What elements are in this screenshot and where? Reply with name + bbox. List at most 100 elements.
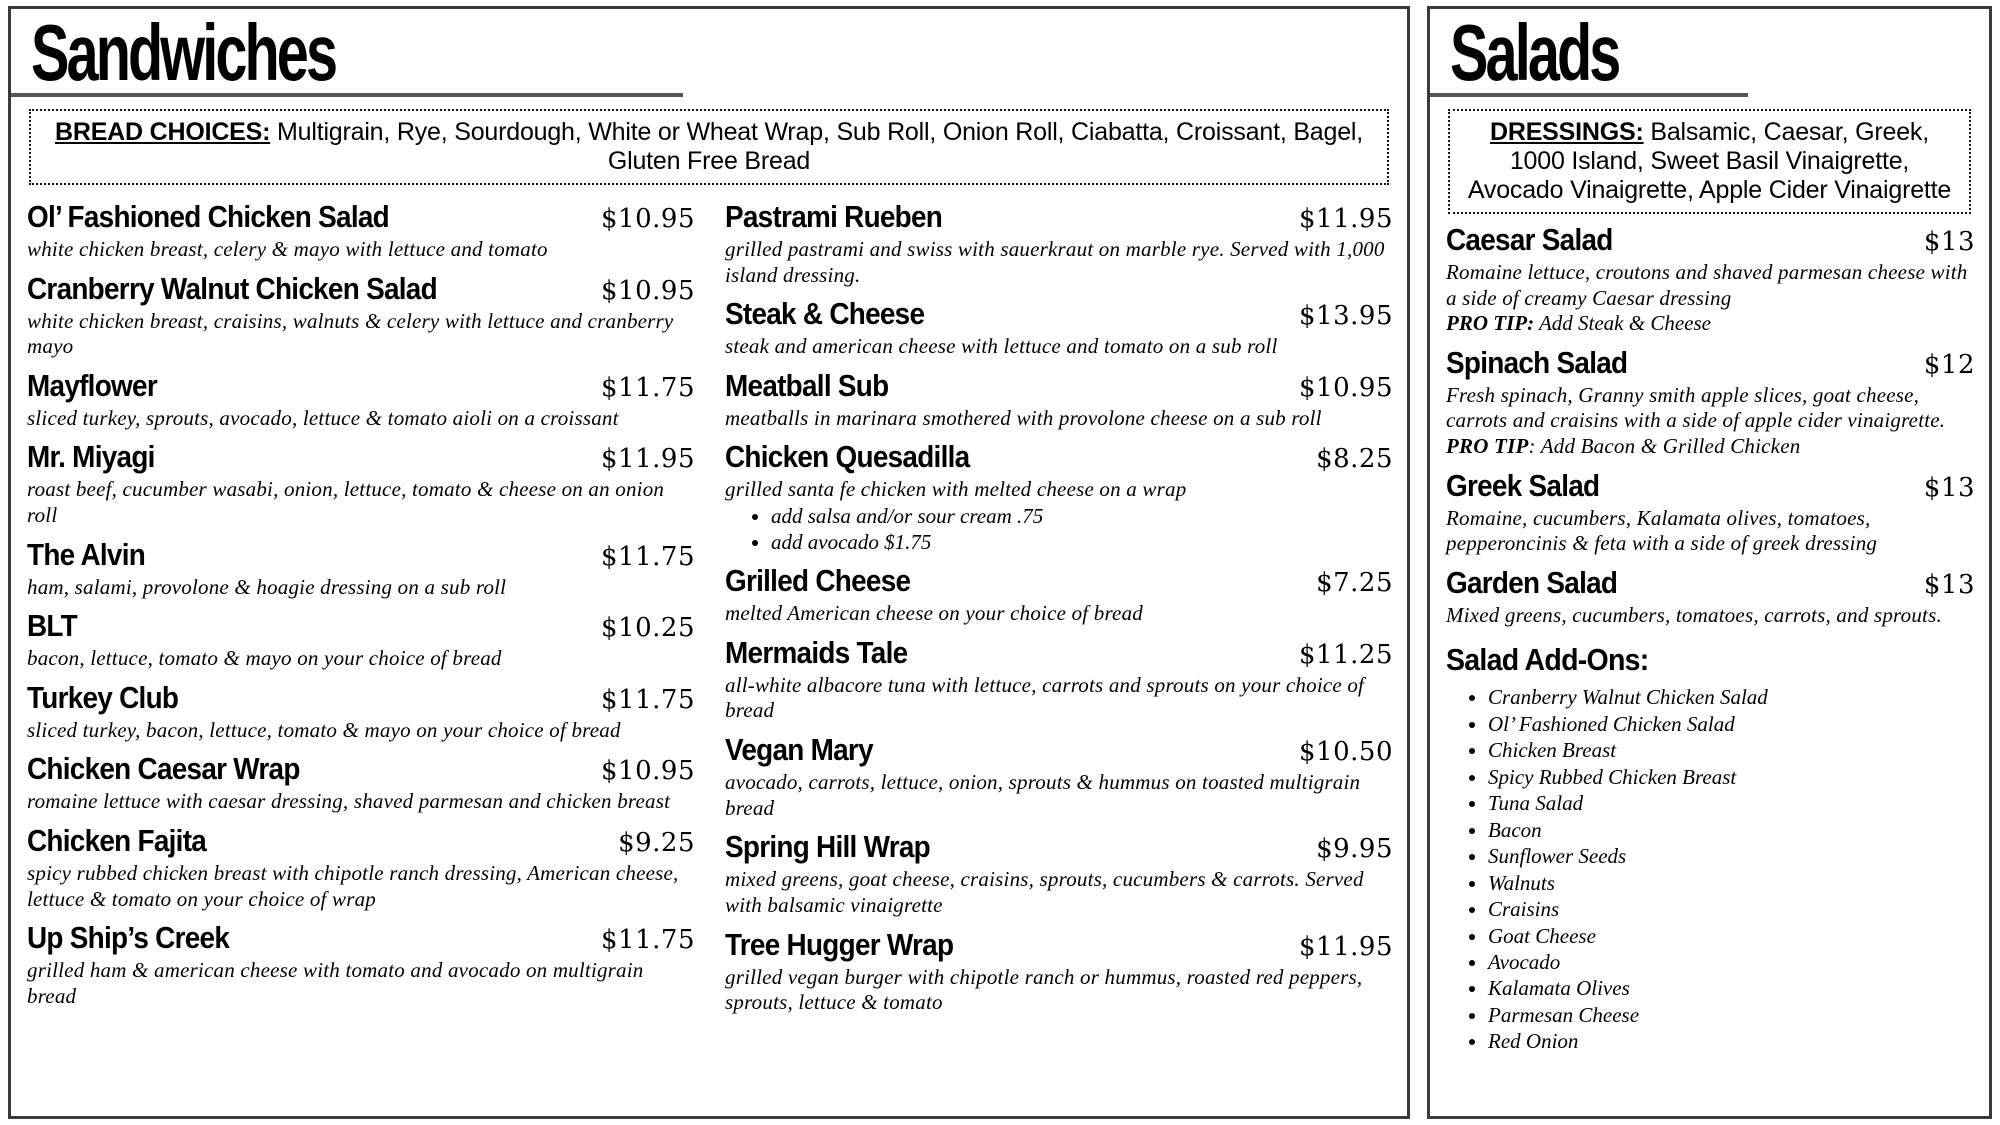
item-name: Meatball Sub bbox=[725, 367, 889, 403]
item-price: $7.25 bbox=[1316, 568, 1393, 599]
item-description: Romaine, cucumbers, Kalamata olives, tom… bbox=[1446, 505, 1878, 556]
item-price: $13 bbox=[1923, 569, 1975, 600]
menu-item: Pastrami Rueben $11.95 grilled pastrami … bbox=[725, 199, 1393, 288]
menu-item: Cranberry Walnut Chicken Salad $10.95 wh… bbox=[27, 270, 695, 360]
item-name: Spinach Salad bbox=[1446, 344, 1628, 380]
item-description: Romaine lettuce, croutons and shaved par… bbox=[1446, 260, 1968, 310]
addon-item: Spicy Rubbed Chicken Breast bbox=[1488, 764, 1975, 790]
salad-item: Greek Salad $13 Romaine, cucumbers, Kala… bbox=[1446, 467, 1975, 557]
extra-item: add avocado $1.75 bbox=[771, 530, 1393, 556]
item-name: Pastrami Rueben bbox=[725, 199, 943, 234]
addons-list: Cranberry Walnut Chicken Salad Ol’ Fashi… bbox=[1472, 684, 1975, 1054]
item-description: roast beef, cucumber wasabi, onion, lett… bbox=[27, 477, 665, 528]
item-name: Mr. Miyagi bbox=[27, 439, 155, 475]
item-price: $9.25 bbox=[618, 828, 695, 859]
panel-sandwiches: Sandwiches BREAD CHOICES: Multigrain, Ry… bbox=[8, 6, 1410, 1119]
item-price: $11.95 bbox=[1299, 931, 1393, 962]
addon-item: Avocado bbox=[1488, 949, 1975, 975]
item-price: $11.75 bbox=[601, 684, 695, 715]
item-price: $10.25 bbox=[601, 613, 695, 644]
bread-choices-text: Multigrain, Rye, Sourdough, White or Whe… bbox=[270, 118, 1364, 175]
menu-item: Meatball Sub $10.95 meatballs in marinar… bbox=[725, 367, 1393, 432]
pro-tip-label: PRO TIP: bbox=[1446, 311, 1535, 336]
addon-item: Parmesan Cheese bbox=[1488, 1002, 1975, 1028]
item-price: $11.25 bbox=[1299, 639, 1393, 670]
item-description: all-white albacore tuna with lettuce, ca… bbox=[725, 672, 1365, 723]
item-name: Vegan Mary bbox=[725, 732, 874, 768]
item-description: white chicken breast, craisins, walnuts … bbox=[27, 308, 674, 359]
item-price: $10.50 bbox=[1299, 737, 1393, 768]
salads-title: Salads bbox=[1450, 8, 1621, 97]
menu-item: Turkey Club $11.75 sliced turkey, bacon,… bbox=[27, 679, 695, 744]
item-name: Greek Salad bbox=[1446, 467, 1600, 503]
item-price: $11.95 bbox=[601, 444, 695, 475]
menu-item: Vegan Mary $10.50 avocado, carrots, lett… bbox=[725, 732, 1393, 821]
addon-item: Goat Cheese bbox=[1488, 923, 1975, 949]
addon-item: Bacon bbox=[1488, 817, 1975, 843]
pro-tip-text: : Add Bacon & Grilled Chicken bbox=[1528, 434, 1801, 459]
item-description: sliced turkey, bacon, lettuce, tomato & … bbox=[27, 717, 621, 742]
item-name: Ol’ Fashioned Chicken Salad bbox=[27, 199, 390, 234]
salads-header: Salads bbox=[1430, 8, 1975, 97]
pro-tip-label: PRO TIP bbox=[1446, 434, 1529, 459]
menu-item: Ol’ Fashioned Chicken Salad $10.95 white… bbox=[27, 199, 695, 263]
item-name: Mayflower bbox=[27, 367, 158, 403]
item-price: $12 bbox=[1923, 349, 1975, 380]
item-description: sliced turkey, sprouts, avocado, lettuce… bbox=[27, 405, 619, 430]
item-price: $13.95 bbox=[1299, 301, 1393, 332]
menu-item: Up Ship’s Creek $11.75 grilled ham & ame… bbox=[27, 921, 695, 1009]
extra-item: add salsa and/or sour cream .75 bbox=[771, 504, 1393, 530]
item-name: Spring Hill Wrap bbox=[725, 829, 931, 865]
menu-item: Chicken Fajita $9.25 spicy rubbed chicke… bbox=[27, 823, 695, 912]
item-price: $10.95 bbox=[601, 275, 695, 306]
item-name: Tree Hugger Wrap bbox=[725, 926, 954, 962]
item-description: white chicken breast, celery & mayo with… bbox=[27, 237, 548, 261]
item-name: Chicken Fajita bbox=[27, 823, 207, 859]
item-price: $11.75 bbox=[601, 372, 695, 403]
menu-item: Mermaids Tale $11.25 all-white albacore … bbox=[725, 636, 1393, 724]
menu-item: Chicken Caesar Wrap $10.95 romaine lettu… bbox=[27, 753, 695, 815]
pro-tip: PRO TIP: Add Steak & Cheese bbox=[1446, 311, 1975, 337]
item-name: Grilled Cheese bbox=[725, 563, 911, 599]
item-name: BLT bbox=[27, 608, 78, 644]
item-description: grilled vegan burger with chipotle ranch… bbox=[725, 964, 1363, 1015]
addon-item: Craisins bbox=[1488, 896, 1975, 922]
menu-item: Grilled Cheese $7.25 melted American che… bbox=[725, 563, 1393, 627]
addon-item: Tuna Salad bbox=[1488, 790, 1975, 816]
item-price: $10.95 bbox=[601, 756, 695, 787]
bread-choices-label: BREAD CHOICES: bbox=[54, 118, 271, 146]
dressings-note: DRESSINGS: Balsamic, Caesar, Greek, 1000… bbox=[1448, 109, 1971, 214]
item-description: ham, salami, provolone & hoagie dressing… bbox=[27, 574, 507, 599]
item-description: Fresh spinach, Granny smith apple slices… bbox=[1446, 382, 1946, 459]
addon-item: Walnuts bbox=[1488, 870, 1975, 896]
addon-item: Sunflower Seeds bbox=[1488, 843, 1975, 869]
menu-item: Chicken Quesadilla $8.25 grilled santa f… bbox=[725, 441, 1393, 555]
sandwiches-header-rule bbox=[11, 93, 683, 97]
pro-tip-text: Add Steak & Cheese bbox=[1534, 311, 1711, 336]
menu-item: The Alvin $11.75 ham, salami, provolone … bbox=[27, 536, 695, 601]
sandwiches-header: Sandwiches bbox=[11, 8, 1393, 97]
item-name: Turkey Club bbox=[27, 679, 179, 715]
item-description: grilled santa fe chicken with melted che… bbox=[725, 477, 1187, 502]
item-price: $10.95 bbox=[1299, 372, 1393, 403]
item-description: meatballs in marinara smothered with pro… bbox=[725, 405, 1322, 430]
salads-header-rule bbox=[1430, 93, 1748, 97]
item-name: Steak & Cheese bbox=[725, 296, 925, 332]
item-price: $13 bbox=[1923, 227, 1975, 257]
salad-item: Garden Salad $13 Mixed greens, cucumbers… bbox=[1446, 566, 1975, 629]
item-description: grilled ham & american cheese with tomat… bbox=[27, 958, 644, 1008]
sandwich-column-2: Pastrami Rueben $11.95 grilled pastrami … bbox=[725, 191, 1393, 1016]
item-name: The Alvin bbox=[27, 536, 146, 572]
item-name: Cranberry Walnut Chicken Salad bbox=[27, 270, 438, 306]
item-price: $11.95 bbox=[1299, 204, 1393, 234]
menu-item: Steak & Cheese $13.95 steak and american… bbox=[725, 296, 1393, 360]
item-description: spicy rubbed chicken breast with chipotl… bbox=[27, 861, 679, 911]
dressings-text: Balsamic, Caesar, Greek, 1000 Island, Sw… bbox=[1467, 118, 1952, 204]
sandwiches-title: Sandwiches bbox=[31, 8, 338, 97]
item-description: Mixed greens, cucumbers, tomatoes, carro… bbox=[1446, 602, 1942, 627]
addon-item: Chicken Breast bbox=[1488, 737, 1975, 763]
item-description: avocado, carrots, lettuce, onion, sprout… bbox=[725, 770, 1361, 820]
item-description: melted American cheese on your choice of… bbox=[725, 601, 1143, 626]
addon-item: Cranberry Walnut Chicken Salad bbox=[1488, 684, 1975, 710]
